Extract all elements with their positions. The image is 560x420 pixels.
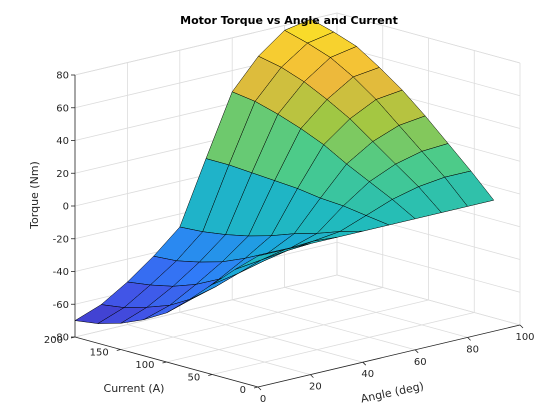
x-tick-label: 0 [260, 394, 266, 405]
grid-line-y-floor [120, 287, 383, 350]
z-tick-label: -60 [53, 300, 69, 311]
z-tick-label: 60 [56, 103, 69, 114]
x-axis-line [257, 324, 521, 388]
box-edge [74, 12, 338, 76]
x-tick-mark [310, 374, 314, 378]
z-tick-label: 80 [56, 71, 69, 82]
grid-line-y-floor [212, 312, 475, 375]
y-axis-label: Current (A) [104, 382, 165, 395]
x-tick-label: 20 [309, 382, 322, 393]
z-tick-label: -40 [53, 267, 69, 278]
y-tick-label: 100 [135, 360, 154, 371]
tick-labels: 0 20 40 60 80 100 0 50 100 150 200-80 -60 -40 -20 0 20 4… [44, 71, 535, 406]
y-tick-label: 150 [90, 348, 109, 359]
surface-mesh [74, 18, 495, 324]
z-tick-label: -80 [53, 333, 69, 344]
x-tick-label: 100 [515, 332, 534, 343]
z-axis-label: Torque (Nm) [28, 161, 41, 230]
z-tick-label: 0 [63, 202, 69, 213]
y-tick-mark [208, 374, 213, 376]
z-tick-label: -20 [53, 234, 69, 245]
grid-line-y-floor [74, 274, 338, 338]
x-tick-label: 40 [361, 369, 374, 380]
x-tick-label: 60 [414, 357, 427, 368]
z-tick-label: 20 [56, 169, 69, 180]
x-axis-label: Angle (deg) [360, 380, 425, 406]
y-tick-label: 50 [188, 373, 201, 384]
x-tick-mark [519, 324, 524, 329]
y-tick-mark [253, 386, 259, 389]
x-tick-mark [257, 386, 262, 391]
chart-title: Motor Torque vs Angle and Current [180, 14, 398, 27]
x-tick-mark [414, 349, 419, 354]
y-tick-mark [162, 361, 167, 364]
x-tick-mark [467, 337, 471, 341]
grid-line-y-floor [166, 299, 429, 363]
surface-patch [234, 249, 285, 270]
z-tick-label: 40 [56, 136, 69, 147]
box-edge [336, 12, 521, 64]
y-tick-mark [116, 349, 121, 351]
y-tick-label: 200 [44, 335, 63, 346]
y-tick-label: 0 [240, 385, 246, 396]
x-tick-label: 80 [466, 344, 479, 355]
x-tick-mark [362, 361, 367, 366]
